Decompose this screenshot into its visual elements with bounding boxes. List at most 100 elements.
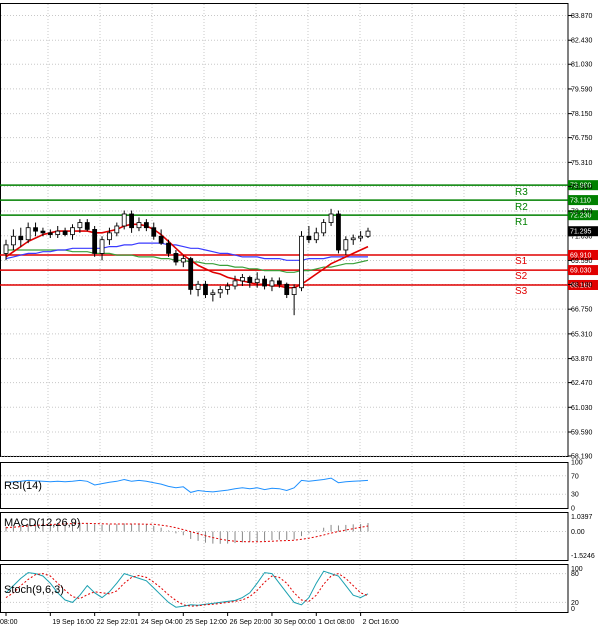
level-price-label: 69.030 <box>570 268 592 275</box>
level-price-label: 68.160 <box>570 282 592 289</box>
level-name-r1: R1 <box>515 217 528 228</box>
price-tick-label: 72.470 <box>571 209 593 216</box>
price-tick-label: 58.190 <box>571 454 593 461</box>
macd-tick-label: 1.0397 <box>571 514 593 521</box>
rsi-tick-label: 70 <box>571 473 579 480</box>
level-price-box-s2 <box>568 265 598 276</box>
candle-bull <box>180 258 186 263</box>
candle-bull <box>107 232 112 241</box>
candle-bull <box>217 289 223 294</box>
candle-bull <box>321 222 327 234</box>
candle-bull <box>136 222 142 229</box>
macd-tick-label: 0.00 <box>571 529 585 536</box>
price-tick-label: 62.470 <box>571 380 593 387</box>
stoch-label: Stoch(9,6,3) <box>4 584 64 596</box>
rsi-tick-label: 100 <box>571 460 583 467</box>
price-tick-label: 76.750 <box>571 135 593 142</box>
candle-bear <box>247 277 253 283</box>
time-axis: 08:00 19 Sep 16:00 22 Sep 22:01 24 Sep 04:0… <box>0 612 399 626</box>
time-tick-label: 19 Sep 16:00 <box>52 619 94 626</box>
price-tick-label: 63.870 <box>571 356 593 363</box>
price-tick-label: 81.030 <box>571 62 593 69</box>
level-price-label: 69.910 <box>570 252 592 259</box>
current-price-label: 71.295 <box>570 229 592 236</box>
candle-bull <box>195 283 201 290</box>
stoch-tick-label: 20 <box>571 600 579 607</box>
price-tick-label: 83.870 <box>571 13 593 20</box>
stoch-tick-label: 80 <box>571 571 579 578</box>
candle-bull <box>210 292 216 295</box>
time-tick-label: 1 Oct 08:00 <box>318 619 354 626</box>
price-tick-label: 68.190 <box>571 282 593 289</box>
level-price-box-s1 <box>568 249 598 260</box>
price-tick-label: 69.590 <box>571 258 593 265</box>
level-price-label: 72.230 <box>570 213 592 220</box>
time-tick-label: 25 Sep 12:00 <box>185 619 227 626</box>
price-tick-label: 73.910 <box>571 184 593 191</box>
pane-frame-1 <box>0 462 569 509</box>
candle-bull <box>70 227 75 235</box>
candle-bear <box>18 235 24 241</box>
candle-bull <box>3 244 9 254</box>
pane-frames <box>0 3 569 613</box>
time-tick-label: 30 Sep 00:00 <box>274 619 316 626</box>
candle-bear <box>151 227 157 237</box>
level-price-label: 73.980 <box>570 183 592 190</box>
current-price-box <box>568 226 598 237</box>
candle-bull <box>291 287 297 295</box>
candle-bull <box>121 213 127 227</box>
level-name-s3: S3 <box>515 286 528 297</box>
candle-bull <box>77 222 83 229</box>
candle-bear <box>92 229 98 254</box>
time-tick-label: 08:00 <box>0 619 18 626</box>
candle-bull <box>254 278 260 283</box>
price-tick-label: 75.310 <box>571 160 593 167</box>
candle-bull <box>350 237 356 241</box>
stoch-main-line <box>5 570 369 608</box>
candle-bull <box>240 277 245 282</box>
time-tick-label: 24 Sep 04:00 <box>141 619 183 626</box>
macd-tick-label: -1.5246 <box>571 553 595 560</box>
pane-frame-3 <box>0 564 569 613</box>
rsi-line <box>5 477 369 493</box>
candle-bear <box>84 222 90 230</box>
candle-bear <box>203 283 208 295</box>
candle-bear <box>33 227 38 232</box>
stoch-tick-label: 100 <box>571 566 583 573</box>
candle-bear <box>40 230 46 234</box>
moving-averages <box>5 223 369 289</box>
candle-bear <box>143 222 149 229</box>
price-tick-label: 71.030 <box>571 233 593 240</box>
price-tick-label: 59.590 <box>571 429 593 436</box>
macd-label: MACD(12,26,9) <box>4 517 80 529</box>
level-price-box-r2 <box>568 195 598 206</box>
candle-bear <box>47 232 53 235</box>
rsi-pane: 100 70 30 0 <box>1 460 583 513</box>
price-tick-label: 78.150 <box>571 111 593 118</box>
macd-pane: 1.0397 0.00 -1.5246 <box>1 514 595 560</box>
level-price-label: 73.110 <box>570 198 591 205</box>
candlesticks <box>3 208 371 316</box>
support-resistance-levels: 73.980 R3 73.110 R2 72.230 R1 69.910 S1 69.030 S2… <box>0 180 598 297</box>
time-tick-label: 26 Sep 20:00 <box>230 619 272 626</box>
candle-bear <box>306 235 312 241</box>
candle-bull <box>269 280 275 287</box>
ma-green-line <box>6 249 369 273</box>
level-name-r2: R2 <box>515 202 528 213</box>
macd-signal-line <box>5 522 369 543</box>
candle-bear <box>173 253 179 263</box>
level-price-box-r1 <box>568 210 598 221</box>
time-tick-label: 22 Sep 22:01 <box>97 619 139 626</box>
candle-bear <box>129 213 134 229</box>
stoch-tick-label: 0 <box>571 606 575 613</box>
rsi-tick-label: 0 <box>571 506 575 513</box>
candle-bear <box>262 278 267 287</box>
rsi-tick-label: 30 <box>571 492 579 499</box>
candle-bull <box>114 225 120 234</box>
price-tick-label: 79.590 <box>571 86 593 93</box>
time-tick-label: 2 Oct 16:00 <box>363 619 399 626</box>
ma-blue-line <box>5 242 368 261</box>
